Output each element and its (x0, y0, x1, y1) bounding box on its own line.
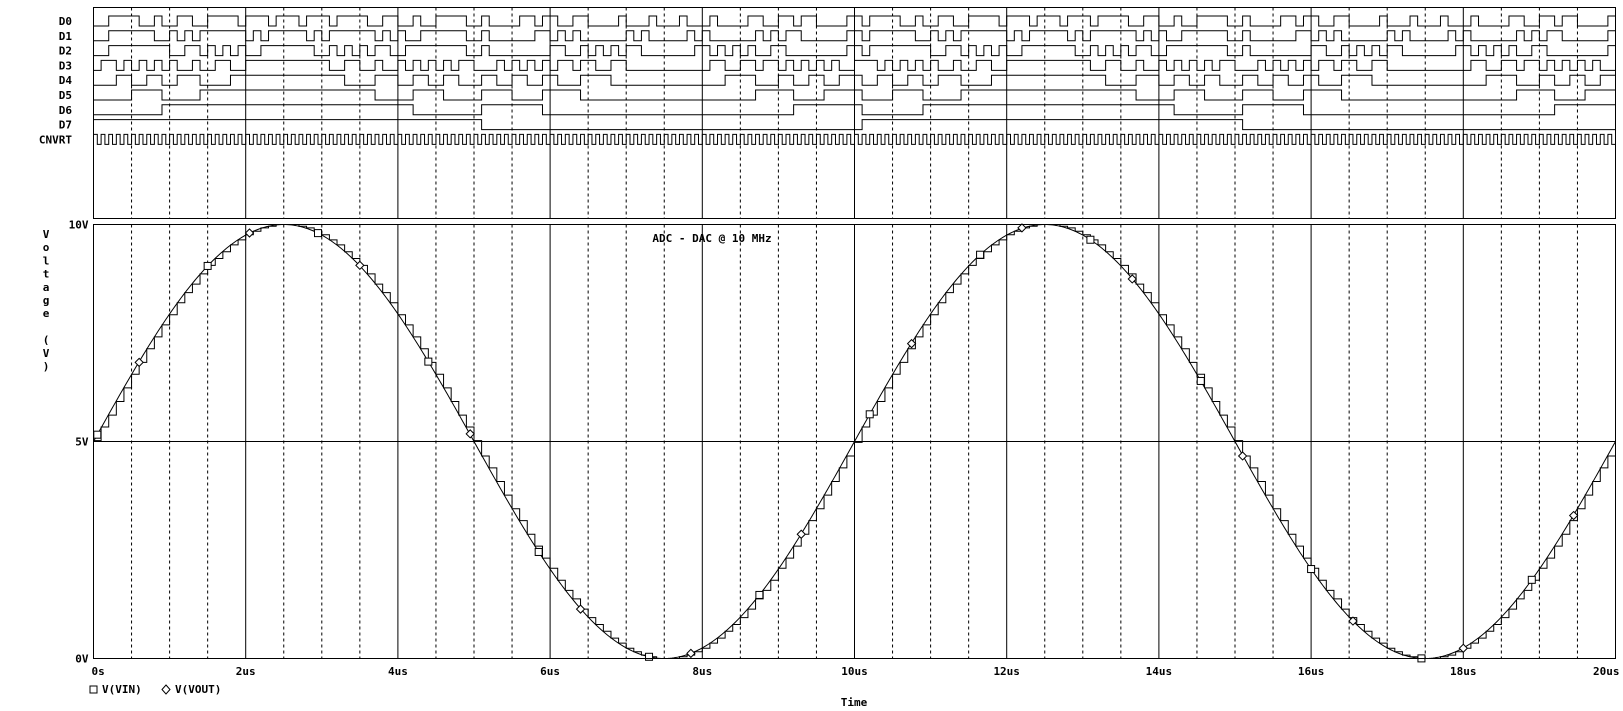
analog-grid (93, 224, 1616, 659)
x-tick-label: 0s (92, 665, 105, 678)
signal-label: D6 (59, 104, 73, 117)
y-axis-label-char: e (43, 307, 50, 320)
vin-marker-square (976, 250, 985, 259)
y-axis-label-char: ( (43, 334, 50, 347)
vin-marker-square (424, 357, 433, 366)
digital-trace-cnvrt (93, 133, 1616, 145)
series-vout-line (93, 224, 1616, 659)
vout-marker-diamond (1458, 643, 1469, 653)
vout-marker-diamond (906, 338, 917, 349)
vout-marker-diamond (1348, 616, 1358, 626)
y-tick-label: 10V (69, 219, 89, 232)
x-tick-label: 12us (993, 665, 1020, 678)
series-vin-line (93, 223, 1616, 660)
y-axis-label-char: a (43, 281, 50, 294)
x-tick-label: 20us (1593, 665, 1620, 678)
x-tick-label: 10us (841, 665, 868, 678)
digital-trace-d5 (93, 89, 1616, 101)
digital-grid (131, 7, 1578, 219)
y-axis-label-char: V (43, 228, 50, 241)
signal-label: D7 (59, 119, 72, 132)
digital-trace-d0 (93, 15, 1616, 27)
vin-marker-square (755, 590, 764, 599)
vin-marker-square (313, 229, 322, 238)
digital-trace-d1 (93, 30, 1616, 42)
analog-markers (93, 223, 1579, 663)
chart-title: ADC - DAC @ 10 MHz (652, 232, 771, 245)
signal-label: CNVRT (39, 133, 72, 146)
digital-trace-d6 (93, 104, 1616, 116)
x-tick-labels: 0s 2us 4us 6us 8us 10us 12us 14us 16us 18us 20us (92, 665, 1620, 678)
legend-label-vout: V(VOUT) (175, 683, 221, 696)
signal-label: D1 (59, 30, 73, 43)
vout-marker-diamond (465, 429, 475, 439)
digital-trace-d2 (93, 45, 1616, 57)
signal-label: D4 (59, 74, 73, 87)
vin-marker-square (1307, 565, 1316, 574)
digital-trace-d3 (93, 59, 1616, 71)
y-axis-label-char: V (43, 347, 50, 360)
vout-marker-diamond (796, 529, 806, 539)
vout-marker-diamond (134, 357, 144, 368)
vin-marker-square (1527, 575, 1536, 584)
y-axis-label-char: o (43, 241, 50, 254)
vout-marker-diamond (1237, 451, 1248, 461)
digital-trace-d4 (93, 74, 1616, 86)
vout-marker-diamond (244, 228, 255, 238)
legend-label-vin: V(VIN) (102, 683, 142, 696)
vin-marker-square (534, 547, 543, 556)
digital-panel-frame (93, 7, 1616, 219)
x-tick-label: 16us (1298, 665, 1325, 678)
analog-traces (93, 223, 1616, 660)
signal-label: D0 (59, 15, 72, 28)
legend: V(VIN) V(VOUT) (89, 683, 221, 696)
vin-marker-square (203, 261, 212, 270)
x-tick-label: 14us (1146, 665, 1173, 678)
vout-marker-diamond (686, 648, 696, 659)
signal-label: D2 (59, 45, 72, 58)
vin-marker-square (1196, 376, 1205, 385)
vout-marker-diamond (575, 604, 586, 614)
y-axis-label-char: t (43, 268, 50, 281)
x-axis-label: Time (841, 696, 868, 709)
signal-label: D5 (59, 89, 72, 102)
analog-panel-frame (93, 224, 1616, 659)
legend-diamond-marker (161, 684, 171, 695)
signal-label: D3 (59, 59, 72, 72)
vin-marker-square (1086, 235, 1095, 244)
legend-square-marker (89, 685, 98, 694)
y-tick-label: 5V (75, 436, 89, 449)
vin-marker-square (865, 410, 874, 419)
digital-trace-d7 (93, 119, 1616, 131)
vout-marker-diamond (355, 260, 365, 271)
x-tick-label: 18us (1450, 665, 1477, 678)
vout-marker-diamond (1127, 274, 1137, 284)
vin-marker-square (93, 430, 102, 439)
vout-marker-diamond (1017, 223, 1027, 233)
y-axis-label-char: g (43, 294, 50, 307)
y-axis-label-char: ) (43, 360, 50, 373)
digital-traces (93, 15, 1616, 145)
x-tick-label: 8us (692, 665, 712, 678)
y-tick-label: 0V (75, 653, 89, 666)
x-tick-label: 4us (388, 665, 408, 678)
vin-marker-square (645, 652, 654, 661)
x-tick-label: 6us (540, 665, 560, 678)
vout-marker-diamond (1568, 510, 1579, 521)
y-axis-label-char: l (43, 254, 50, 267)
x-tick-label: 2us (236, 665, 256, 678)
y-tick-labels: 0V 5V 10V (69, 219, 89, 666)
